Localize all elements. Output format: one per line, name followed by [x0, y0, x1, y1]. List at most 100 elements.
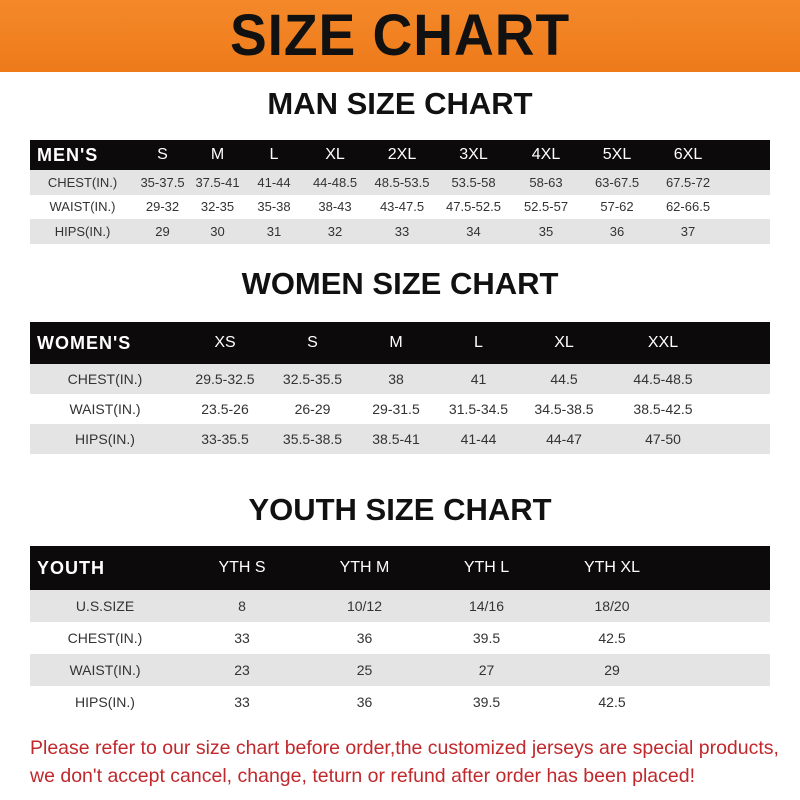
- table-cell: 57-62: [600, 199, 634, 215]
- women-size-table: WOMEN'S XS S M L XL XXL CHEST(IN.) 29.5-32.5 32.5…: [30, 322, 770, 454]
- table-header-row: YOUTH YTH S YTH M YTH L YTH XL: [30, 546, 770, 590]
- size-header-cell: 4XL: [531, 146, 561, 163]
- row-label: WAIST(IN.): [69, 401, 141, 417]
- table-cell: 33: [394, 223, 410, 239]
- table-row: HIPS(IN.) 29 30 31 32 33 34 35 36 37: [30, 219, 770, 244]
- table-cell: 36: [356, 694, 373, 710]
- table-cell: 31: [266, 223, 282, 239]
- row-label: U.S.SIZE: [75, 598, 135, 614]
- size-header-cell: M: [210, 146, 225, 163]
- table-row: WAIST(IN.) 23 25 27 29: [30, 654, 770, 686]
- row-label: WAIST(IN.): [69, 662, 141, 678]
- table-cell: 32-35: [200, 199, 235, 215]
- table-cell: 31.5-34.5: [448, 401, 509, 417]
- table-row: WAIST(IN.) 29-32 32-35 35-38 38-43 43-47.5 47.…: [30, 195, 770, 220]
- youth-size-table: YOUTH YTH S YTH M YTH L YTH XL U.S.SIZE 8 10/12…: [30, 546, 770, 718]
- size-header-cell: L: [474, 334, 483, 351]
- table-cell: 39.5: [472, 694, 501, 710]
- women-title: WOMEN SIZE CHART: [241, 266, 559, 301]
- size-header-cell: YTH L: [463, 559, 510, 576]
- size-header-cell: YTH M: [339, 559, 390, 576]
- table-cell: 44-47: [546, 431, 582, 447]
- table-row: CHEST(IN.) 35-37.5 37.5-41 41-44 44-48.5 48.5…: [30, 170, 770, 195]
- table-cell: 38: [388, 371, 404, 387]
- table-cell: 33-35.5: [201, 431, 249, 447]
- table-cell: 32.5-35.5: [282, 371, 343, 387]
- table-cell: 52.5-57: [523, 199, 569, 215]
- table-row: CHEST(IN.) 33 36 39.5 42.5: [30, 622, 770, 654]
- table-cell: 10/12: [346, 598, 383, 614]
- table-cell: 35-37.5: [140, 174, 185, 190]
- table-cell: 53.5-58: [451, 174, 496, 190]
- table-cell: 38.5-42.5: [633, 401, 693, 417]
- table-row: U.S.SIZE 8 10/12 14/16 18/20: [30, 590, 770, 622]
- table-cell: 38.5-41: [372, 431, 420, 447]
- row-label: CHEST(IN.): [67, 630, 143, 646]
- banner: SIZE CHART: [0, 0, 800, 72]
- youth-title: YOUTH SIZE CHART: [248, 492, 552, 527]
- table-cell: 41: [470, 371, 487, 387]
- policy-note-line: we don't accept cancel, change, teturn o…: [30, 765, 695, 787]
- row-label: HIPS(IN.): [75, 431, 135, 447]
- banner-title: SIZE CHART: [229, 3, 571, 68]
- table-cell: 32: [327, 223, 343, 239]
- table-cell: 27: [478, 662, 495, 678]
- policy-note: Please refer to our size chart before or…: [30, 734, 790, 790]
- table-cell: 48.5-53.5: [374, 174, 430, 190]
- table-row: HIPS(IN.) 33 36 39.5 42.5: [30, 686, 770, 718]
- men-size-table: MEN'S S M L XL 2XL 3XL 4XL 5XL 6XL CHEST(IN.) 35-37…: [30, 140, 770, 244]
- table-row: CHEST(IN.) 29.5-32.5 32.5-35.5 38 41 44.5 44.5…: [30, 364, 770, 394]
- size-header-cell: S: [307, 334, 318, 351]
- table-row: HIPS(IN.) 33-35.5 35.5-38.5 38.5-41 41-44 44-…: [30, 424, 770, 454]
- size-header-cell: 6XL: [673, 146, 703, 163]
- policy-note-line: Please refer to our size chart before or…: [30, 737, 779, 759]
- table-cell: 33: [234, 630, 250, 646]
- table-cell: 29.5-32.5: [195, 371, 255, 387]
- table-cell: 25: [356, 662, 373, 678]
- table-cell: 58-63: [529, 174, 563, 190]
- table-cell: 63-67.5: [594, 174, 640, 190]
- row-label: WAIST(IN.): [49, 199, 116, 215]
- table-title-cell: MEN'S: [37, 144, 99, 165]
- table-header-row: MEN'S S M L XL 2XL 3XL 4XL 5XL 6XL: [30, 140, 770, 170]
- table-cell: 38-43: [318, 199, 352, 215]
- row-label: HIPS(IN.): [54, 223, 111, 239]
- size-header-cell: 2XL: [387, 146, 417, 163]
- table-cell: 43-47.5: [379, 199, 425, 215]
- table-cell: 36: [609, 223, 625, 239]
- size-header-cell: 3XL: [459, 146, 488, 163]
- size-header-cell: XS: [214, 334, 236, 351]
- table-cell: 23.5-26: [201, 401, 249, 417]
- table-cell: 37: [680, 223, 696, 239]
- table-cell: 42.5: [598, 694, 626, 710]
- table-cell: 67.5-72: [665, 174, 711, 190]
- table-cell: 36: [356, 630, 373, 646]
- table-cell: 33: [234, 694, 250, 710]
- size-header-cell: M: [389, 334, 403, 351]
- size-header-cell: 5XL: [602, 146, 632, 163]
- table-cell: 47-50: [645, 431, 681, 447]
- table-title-cell: WOMEN'S: [37, 332, 132, 353]
- table-cell: 35.5-38.5: [282, 431, 343, 447]
- table-cell: 14/16: [468, 598, 505, 614]
- row-label: HIPS(IN.): [75, 694, 135, 710]
- table-title-cell: YOUTH: [37, 557, 105, 578]
- table-cell: 29-32: [145, 199, 180, 215]
- size-header-cell: S: [157, 146, 168, 163]
- table-cell: 29-31.5: [372, 401, 420, 417]
- table-cell: 44.5-48.5: [633, 371, 693, 387]
- table-cell: 44-48.5: [312, 174, 358, 190]
- table-cell: 8: [238, 598, 246, 614]
- men-title: MAN SIZE CHART: [267, 86, 533, 121]
- size-header-cell: XL: [325, 146, 345, 163]
- table-cell: 41-44: [257, 174, 291, 190]
- size-header-cell: YTH S: [218, 559, 266, 576]
- table-cell: 26-29: [294, 401, 331, 417]
- table-cell: 37.5-41: [195, 174, 240, 190]
- table-cell: 34.5-38.5: [534, 401, 594, 417]
- table-cell: 34: [466, 223, 481, 239]
- size-header-cell: XXL: [647, 334, 679, 351]
- table-cell: 47.5-52.5: [446, 199, 501, 215]
- table-cell: 62-66.5: [665, 199, 711, 215]
- row-label: CHEST(IN.): [47, 174, 118, 190]
